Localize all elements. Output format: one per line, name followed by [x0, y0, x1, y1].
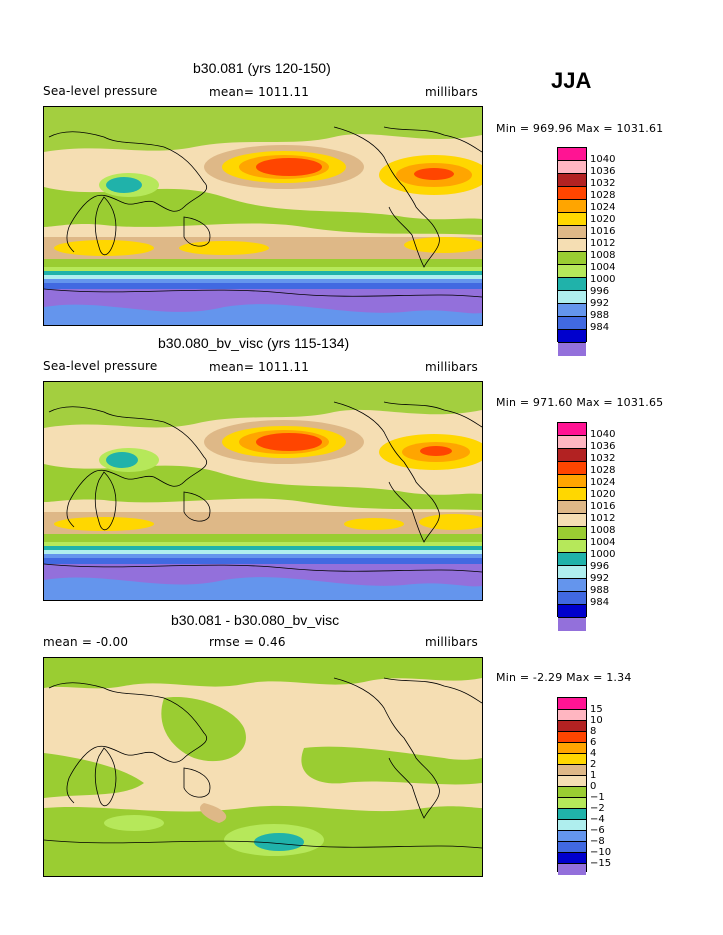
cbar-label: 1012 — [590, 238, 616, 249]
cbar-label: 6 — [590, 737, 597, 748]
cbar-label: −1 — [590, 792, 605, 803]
panel-3-title: b30.081 - b30.080_bv_visc — [171, 612, 340, 628]
panel-3-units-label: millibars — [425, 635, 478, 649]
panel-1-title: b30.081 (yrs 120-150) — [193, 60, 331, 76]
cbar-label: 15 — [590, 704, 603, 715]
cbar-label: 0 — [590, 781, 597, 792]
cbar-label: 1024 — [590, 202, 616, 213]
cbar-label: −2 — [590, 803, 605, 814]
cbar-label: 984 — [590, 597, 610, 608]
cbar-label: 10 — [590, 715, 603, 726]
cbar-label: 1008 — [590, 250, 616, 261]
panel-2-mean-label: mean= 1011.11 — [209, 360, 310, 374]
panel-1-left-label: Sea-level pressure — [43, 84, 158, 98]
cbar-label: 1040 — [590, 429, 616, 440]
cbar-label: 996 — [590, 286, 610, 297]
cbar-label: 996 — [590, 561, 610, 572]
cbar-label: −10 — [590, 847, 612, 858]
panel-3-minmax: Min = -2.29 Max = 1.34 — [496, 671, 632, 684]
cbar-label: 984 — [590, 322, 610, 333]
cbar-label: −6 — [590, 825, 605, 836]
panel-3-rmse-label: rmse = 0.46 — [209, 635, 286, 649]
panel-2-units-label: millibars — [425, 360, 478, 374]
cbar-label: 1032 — [590, 178, 616, 189]
cbar-label: 1040 — [590, 154, 616, 165]
panel-3-mean-label: mean = -0.00 — [43, 635, 129, 649]
panel-1-minmax: Min = 969.96 Max = 1031.61 — [496, 122, 664, 135]
cbar-label: 4 — [590, 748, 597, 759]
cbar-label: 1000 — [590, 274, 616, 285]
panel-1-map-svg — [44, 107, 482, 325]
panel-1-map — [43, 106, 483, 326]
panel-1-colorbar — [557, 147, 587, 356]
panel-3-colorbar — [557, 697, 587, 875]
cbar-label: 1024 — [590, 477, 616, 488]
cbar-label: 1012 — [590, 513, 616, 524]
cbar-label: −8 — [590, 836, 605, 847]
cbar-label: −15 — [590, 858, 612, 869]
cbar-label: 2 — [590, 759, 597, 770]
panel-2-minmax: Min = 971.60 Max = 1031.65 — [496, 396, 664, 409]
cbar-label: 1004 — [590, 537, 616, 548]
cbar-label: 1 — [590, 770, 597, 781]
cbar-label: 1016 — [590, 226, 616, 237]
panel-1-mean-label: mean= 1011.11 — [209, 85, 310, 99]
cbar-label: 1028 — [590, 190, 616, 201]
panel-3-map — [43, 657, 483, 877]
cbar-label: 1004 — [590, 262, 616, 273]
cbar-label: −4 — [590, 814, 605, 825]
cbar-label: 1036 — [590, 166, 616, 177]
season-label: JJA — [551, 68, 592, 93]
cbar-label: 1020 — [590, 214, 616, 225]
cbar-label: 1036 — [590, 441, 616, 452]
panel-2-map-svg — [44, 382, 482, 600]
cbar-label: 992 — [590, 298, 610, 309]
panel-2-left-label: Sea-level pressure — [43, 359, 158, 373]
cbar-label: 992 — [590, 573, 610, 584]
cbar-label: 1016 — [590, 501, 616, 512]
panel-2-colorbar — [557, 422, 587, 631]
panel-3-map-svg — [44, 658, 482, 876]
cbar-label: 1000 — [590, 549, 616, 560]
cbar-label: 988 — [590, 310, 610, 321]
panel-2-title: b30.080_bv_visc (yrs 115-134) — [158, 335, 350, 351]
cbar-label: 1028 — [590, 465, 616, 476]
panel-1-units-label: millibars — [425, 85, 478, 99]
panel-2-map — [43, 381, 483, 601]
cbar-label: 8 — [590, 726, 597, 737]
cbar-label: 988 — [590, 585, 610, 596]
cbar-label: 1020 — [590, 489, 616, 500]
cbar-label: 1032 — [590, 453, 616, 464]
cbar-label: 1008 — [590, 525, 616, 536]
